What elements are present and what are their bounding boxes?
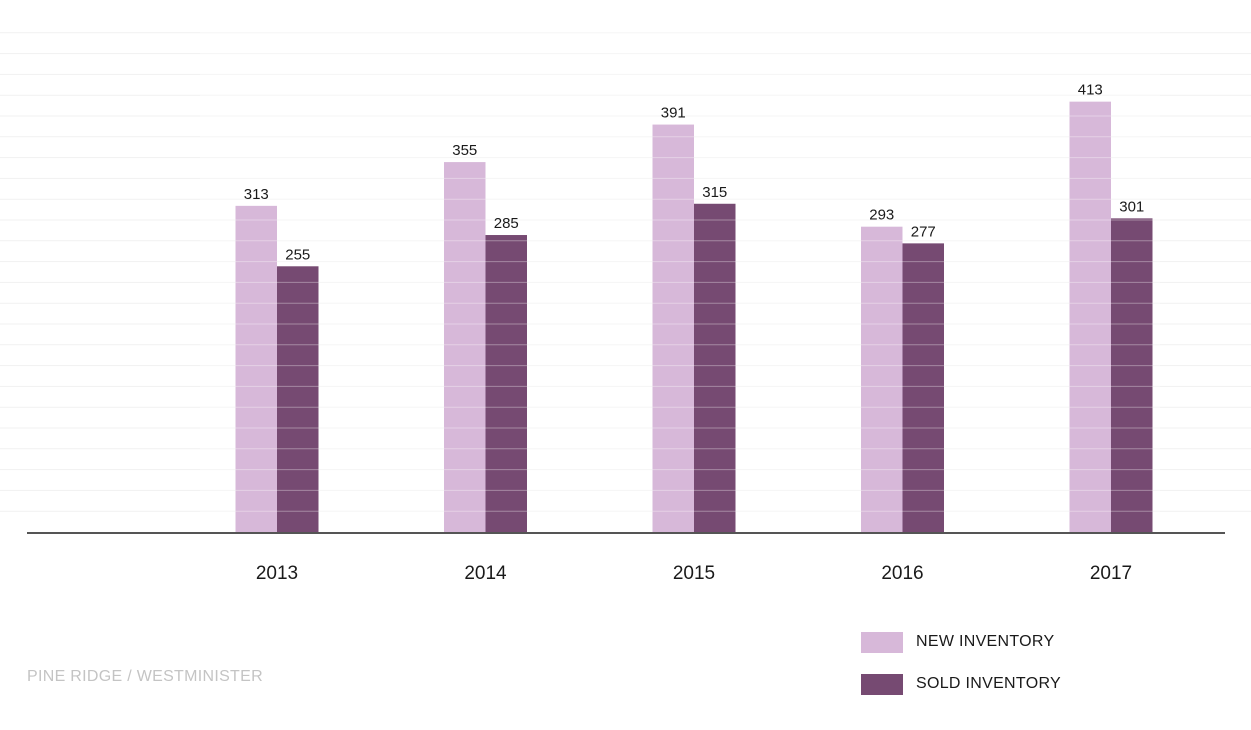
legend-swatch-new-inventory (861, 631, 903, 653)
data-label-new-2014: 355 (452, 142, 477, 159)
value-labels: 313 255 355 285 391 315 293 277 413 301 (244, 82, 1145, 264)
bar-sold-2014 (485, 235, 527, 532)
x-tick-label-2017: 2017 (1090, 563, 1132, 584)
bar-new-2016 (861, 226, 903, 532)
gridlines (0, 32, 1251, 512)
bar-sold-2013 (277, 266, 319, 532)
bar-new-2014 (444, 162, 486, 532)
data-label-sold-2017: 301 (1119, 198, 1144, 215)
data-label-sold-2013: 255 (285, 246, 310, 263)
data-label-new-2015: 391 (661, 105, 686, 122)
legend-item-sold-inventory: SOLD INVENTORY (861, 663, 1061, 705)
x-tick-label-2014: 2014 (464, 563, 507, 584)
legend-swatch-sold-inventory (861, 673, 903, 695)
data-label-sold-2014: 285 (494, 215, 519, 232)
legend-item-new-inventory: NEW INVENTORY (861, 621, 1061, 663)
bar-sold-2015 (694, 203, 736, 532)
data-label-sold-2016: 277 (911, 223, 936, 240)
legend-label-new-inventory: NEW INVENTORY (916, 633, 1055, 650)
x-tick-label-2016: 2016 (881, 563, 923, 584)
legend: NEW INVENTORY SOLD INVENTORY (861, 621, 1061, 705)
bar-sold-2016 (902, 243, 944, 532)
data-label-sold-2015: 315 (702, 184, 727, 201)
legend-label-sold-inventory: SOLD INVENTORY (916, 675, 1061, 692)
bar-new-2017 (1069, 101, 1111, 533)
bar-new-2013 (235, 205, 277, 532)
category-labels: 2013 2014 2015 2016 2017 (256, 563, 1132, 584)
x-tick-label-2013: 2013 (256, 563, 298, 584)
data-label-new-2016: 293 (869, 207, 894, 224)
data-label-new-2017: 413 (1078, 82, 1103, 99)
bars (200, 32, 1160, 533)
bar-new-2015 (652, 124, 694, 532)
data-label-new-2013: 313 (244, 186, 269, 203)
bar-sold-2017 (1111, 218, 1153, 532)
footer-caption: PINE RIDGE / WESTMINISTER (27, 668, 263, 685)
x-tick-label-2015: 2015 (673, 563, 715, 584)
